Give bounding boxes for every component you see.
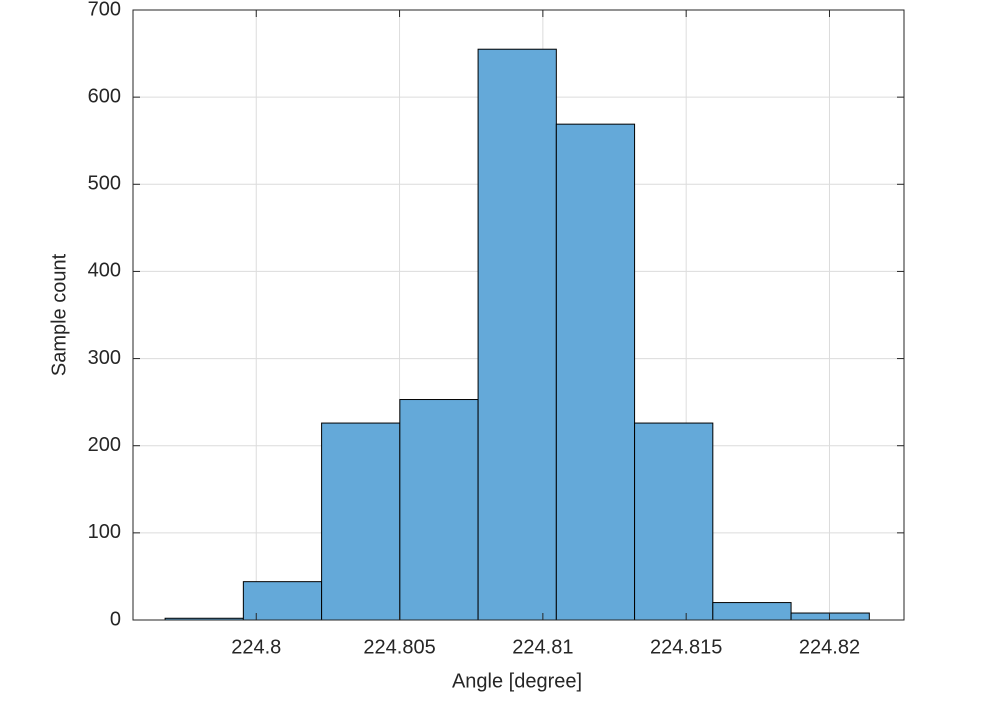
- bar: [242, 581, 323, 621]
- y-tick-label: 300: [88, 347, 121, 369]
- axes-box: [132, 9, 905, 621]
- bar: [790, 612, 870, 621]
- bar: [712, 602, 792, 621]
- x-tick-label: 224.8: [231, 636, 281, 658]
- bar: [399, 399, 479, 621]
- y-tick-label: 500: [88, 173, 121, 195]
- bar: [321, 422, 401, 621]
- x-tick-label: 224.815: [650, 636, 722, 658]
- x-axis-label: Angle [degree]: [452, 670, 582, 692]
- y-axis-label: Sample count: [48, 253, 70, 376]
- y-tick-label: 0: [110, 608, 121, 630]
- y-tick-label: 200: [88, 434, 121, 456]
- y-tick-label: 600: [88, 85, 121, 107]
- x-tick-label: 224.81: [512, 636, 573, 658]
- bar: [555, 123, 636, 621]
- x-tick-label: 224.805: [363, 636, 435, 658]
- bar: [634, 422, 714, 621]
- y-tick-label: 700: [88, 0, 121, 20]
- x-tick-label: 224.82: [799, 636, 860, 658]
- y-tick-label: 100: [88, 521, 121, 543]
- y-tick-label: 400: [88, 260, 121, 282]
- bar: [477, 48, 557, 621]
